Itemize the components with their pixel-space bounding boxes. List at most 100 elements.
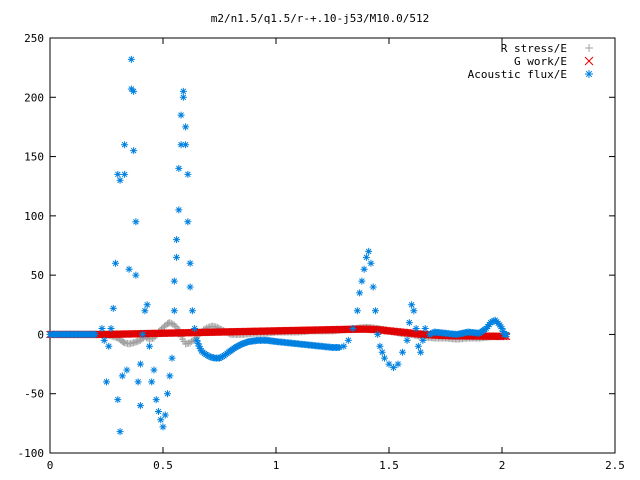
data-point (141, 307, 149, 315)
data-point (107, 325, 115, 332)
data-point (349, 325, 357, 332)
data-point (429, 329, 437, 337)
data-point (134, 378, 142, 386)
data-point (385, 360, 393, 368)
data-point (166, 372, 174, 380)
data-point (179, 93, 187, 101)
data-point (184, 170, 192, 178)
data-point (167, 319, 175, 327)
data-point (166, 319, 174, 327)
data-point (217, 353, 225, 361)
data-point (91, 330, 99, 338)
data-point (145, 342, 153, 350)
data-point (358, 277, 366, 285)
data-point (417, 348, 425, 356)
data-point (369, 283, 377, 291)
data-point (98, 325, 106, 332)
data-point (136, 402, 144, 410)
data-point (103, 378, 110, 386)
data-point (376, 342, 384, 350)
data-point (360, 265, 368, 273)
data-point (127, 55, 135, 63)
x-tick-label: 2.5 (605, 459, 625, 472)
data-point (374, 330, 382, 338)
plot-border (49, 37, 616, 454)
data-point (173, 253, 181, 261)
series-acoustic-flux-e (46, 55, 511, 436)
data-point (177, 141, 185, 149)
x-tick-label: 0 (47, 459, 54, 472)
y-tick-label: 0 (37, 328, 44, 341)
data-point (172, 323, 180, 331)
data-point (114, 170, 122, 178)
data-point (205, 352, 213, 360)
data-point (585, 44, 593, 52)
data-point (114, 396, 122, 404)
data-point (130, 147, 138, 155)
data-point (194, 339, 202, 347)
data-point (353, 307, 361, 315)
data-point (410, 307, 418, 315)
data-point (408, 301, 416, 309)
data-point (139, 330, 147, 338)
data-point (168, 354, 176, 362)
data-point (123, 366, 131, 374)
y-tick-label: 50 (31, 269, 44, 282)
data-point (412, 325, 420, 332)
data-point (118, 372, 126, 380)
data-point (426, 330, 434, 338)
legend-marker (585, 44, 593, 52)
data-point (186, 259, 194, 267)
y-tick-label: 150 (24, 151, 44, 164)
data-point (380, 354, 388, 362)
data-point (419, 336, 427, 344)
data-point (202, 351, 210, 359)
data-point (125, 265, 133, 273)
data-point (170, 307, 178, 315)
data-point (356, 289, 364, 297)
data-point (132, 218, 140, 226)
data-point (367, 259, 375, 267)
data-point (421, 325, 429, 332)
x-tick-label: 1 (273, 459, 280, 472)
data-point (182, 123, 190, 131)
data-point (193, 336, 201, 344)
data-point (161, 411, 169, 419)
data-point (184, 218, 192, 226)
data-point (584, 56, 594, 66)
axis-ticks (49, 37, 616, 454)
data-point (121, 170, 129, 178)
data-point (186, 283, 194, 291)
data-point (170, 277, 178, 285)
data-point (490, 317, 498, 325)
data-point (394, 360, 402, 368)
data-point (405, 319, 413, 327)
legend-label: R stress/E (501, 42, 567, 55)
data-point (116, 176, 124, 184)
data-point (191, 325, 199, 332)
data-point (105, 342, 113, 350)
data-point (365, 247, 373, 255)
data-point (121, 141, 129, 149)
y-tick-label: -50 (24, 388, 44, 401)
data-point (188, 307, 196, 315)
data-point (499, 327, 507, 335)
data-point (196, 345, 204, 353)
y-tick-label: 250 (24, 32, 44, 45)
data-point (219, 353, 227, 361)
data-point (112, 259, 120, 267)
data-point (152, 396, 160, 404)
data-point (109, 304, 117, 312)
data-point (157, 416, 165, 424)
legend-marker (585, 70, 593, 78)
series-layer (46, 55, 511, 436)
data-point (203, 351, 211, 359)
legend-label: G work/E (514, 55, 567, 68)
data-point (130, 87, 138, 95)
data-point (378, 348, 386, 356)
data-point (195, 342, 203, 350)
x-tick-labels: 0 0.5 1 1.5 2 2.5 (47, 459, 625, 472)
data-point (498, 325, 506, 332)
